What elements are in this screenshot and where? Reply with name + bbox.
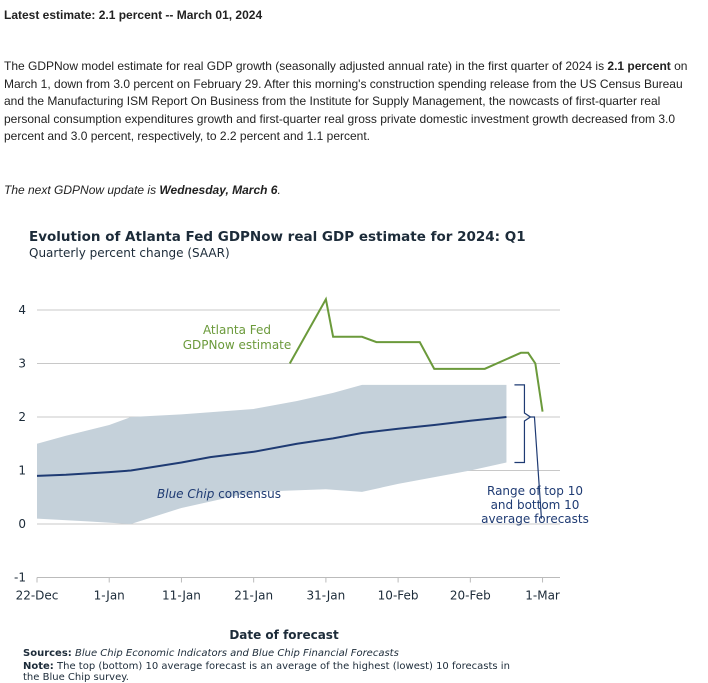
x-tick-label: 1-Jan bbox=[94, 589, 125, 603]
range-label-line: average forecasts bbox=[481, 512, 589, 526]
gdpnow-label-line: Atlanta Fed bbox=[203, 323, 271, 337]
headline: Latest estimate: 2.1 percent -- March 01… bbox=[4, 8, 263, 22]
forecast-range-band bbox=[37, 384, 507, 524]
range-label: Range of top 10 and bottom 10 average fore… bbox=[481, 484, 589, 526]
blue-chip-label-italic: Blue Chip bbox=[157, 487, 215, 501]
y-tick-label: 4 bbox=[18, 303, 26, 317]
next-update: The next GDPNow update is Wednesday, Mar… bbox=[4, 183, 281, 197]
range-label-line: and bottom 10 bbox=[491, 498, 580, 512]
sources-label: Sources: bbox=[23, 648, 72, 659]
blue-chip-label: Blue Chip consensus bbox=[157, 487, 281, 501]
x-axis-label: Date of forecast bbox=[229, 628, 339, 642]
x-tick-label: 31-Jan bbox=[307, 589, 346, 603]
range-leader bbox=[530, 416, 543, 519]
range-band bbox=[37, 384, 507, 524]
y-tick-label: -1 bbox=[14, 571, 26, 585]
x-tick-label: 1-Mar bbox=[525, 589, 560, 603]
blue-chip-label-rest: consensus bbox=[214, 487, 281, 501]
chart-sources: Sources: Blue Chip Economic Indicators a… bbox=[23, 648, 399, 659]
note-label: Note: bbox=[23, 661, 54, 672]
sources-text: Blue Chip Economic Indicators and Blue C… bbox=[74, 648, 399, 659]
y-axis-ticks: -1 0 1 2 3 4 bbox=[14, 303, 26, 585]
chart-lines bbox=[36, 296, 544, 477]
chart-title: Evolution of Atlanta Fed GDPNow real GDP… bbox=[29, 229, 526, 245]
x-tick-label: 10-Feb bbox=[378, 589, 419, 603]
x-tick-label: 21-Jan bbox=[234, 589, 273, 603]
x-axis-ticks: 22-Dec 1-Jan 11-Jan 21-Jan 31-Jan 10-Feb 20-Fe… bbox=[16, 577, 560, 603]
summary-text-2: on March 1, down from 3.0 percent on Feb… bbox=[4, 59, 688, 143]
chart-subtitle: Quarterly percent change (SAAR) bbox=[29, 246, 230, 260]
y-tick-label: 2 bbox=[18, 410, 26, 424]
chart-annotations: Atlanta Fed GDPNow estimate Blue Chip cons… bbox=[157, 323, 589, 526]
summary-text-1: The GDPNow model estimate for real GDP g… bbox=[4, 59, 608, 73]
summary-paragraph: The GDPNow model estimate for real GDP g… bbox=[4, 58, 704, 146]
x-tick-label: 22-Dec bbox=[16, 589, 59, 603]
y-tick-label: 1 bbox=[18, 464, 26, 478]
blue-chip-line bbox=[36, 416, 507, 477]
gdpnow-line bbox=[288, 296, 544, 412]
range-bracket bbox=[514, 384, 532, 464]
y-tick-label: 0 bbox=[18, 517, 26, 531]
x-tick-label: 20-Feb bbox=[450, 589, 491, 603]
chart-note: Note: The top (bottom) 10 average foreca… bbox=[23, 661, 523, 683]
next-update-prefix: The next GDPNow update is bbox=[4, 183, 160, 197]
gdpnow-label: Atlanta Fed GDPNow estimate bbox=[183, 323, 292, 352]
summary-estimate: 2.1 percent bbox=[607, 59, 671, 73]
x-tick-label: 11-Jan bbox=[162, 589, 201, 603]
gdpnow-label-line: GDPNow estimate bbox=[183, 338, 292, 352]
note-text: The top (bottom) 10 average forecast is … bbox=[23, 661, 510, 683]
next-update-suffix: . bbox=[277, 183, 281, 197]
next-update-date: Wednesday, March 6 bbox=[159, 183, 278, 197]
range-label-line: Range of top 10 bbox=[487, 484, 583, 498]
y-tick-label: 3 bbox=[18, 357, 26, 371]
